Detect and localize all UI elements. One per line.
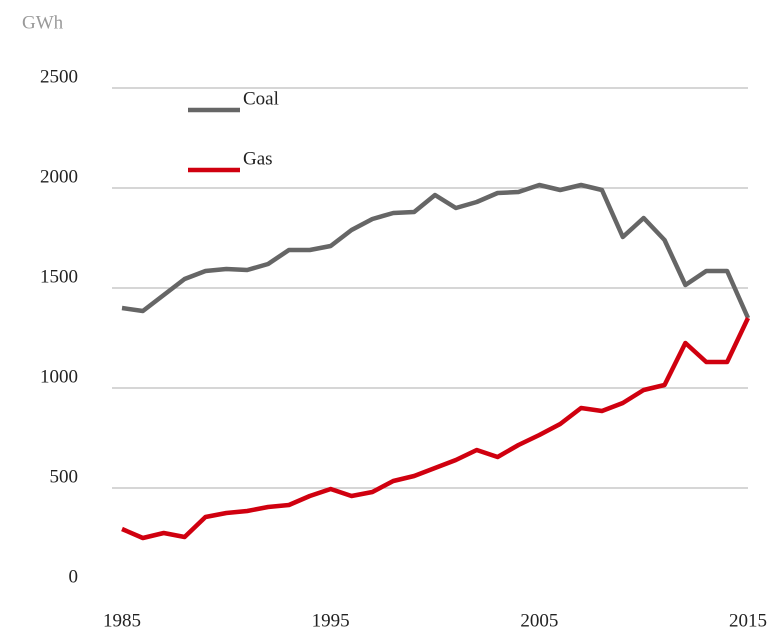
y-tick-label: 2000 — [40, 166, 78, 187]
y-tick-label: 2500 — [40, 66, 78, 87]
line-series — [121, 182, 751, 319]
line-series — [121, 317, 751, 541]
legend-label: Coal — [243, 88, 279, 109]
x-tick-label: 1985 — [103, 610, 141, 631]
y-tick-label: 500 — [50, 466, 79, 487]
x-tick-label: 2015 — [729, 610, 767, 631]
x-tick-label: 2005 — [520, 610, 558, 631]
y-tick-label: 1500 — [40, 266, 78, 287]
y-tick-label: 1000 — [40, 366, 78, 387]
x-tick-label: 1995 — [312, 610, 350, 631]
legend-label: Gas — [243, 148, 273, 169]
y-axis-label: GWh — [22, 12, 64, 33]
y-tick-label: 0 — [69, 566, 79, 587]
